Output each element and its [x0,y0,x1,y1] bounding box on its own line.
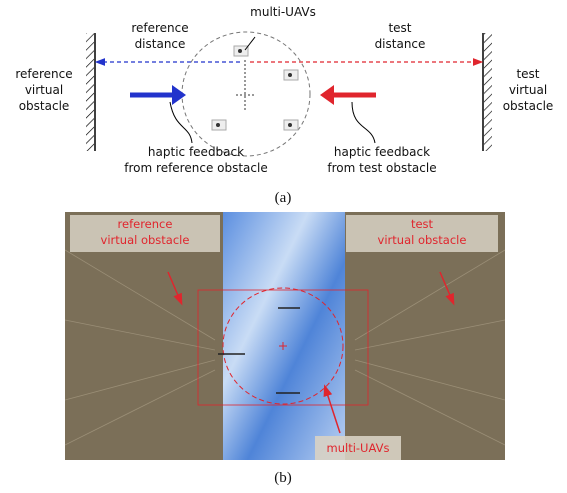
reference-force-head [172,85,186,105]
label: obstacle [503,99,554,113]
test-force-head [320,85,334,105]
label: reference [15,67,72,81]
label: multi-UAVs [250,5,316,19]
panel-b: reference virtual obstacle test virtual … [65,212,505,486]
label: multi-UAVs [327,441,390,455]
label: distance [375,37,426,51]
hatch-right [484,33,492,151]
caption: (a) [275,190,292,206]
label: test [411,217,434,231]
label: reference [118,217,173,231]
sky [223,212,345,460]
caption: (b) [274,470,292,486]
uavs [212,46,298,130]
label: reference [131,21,188,35]
leader-line [245,37,255,50]
leader-line [352,102,375,143]
label: from reference obstacle [124,161,267,175]
label: virtual [509,83,547,97]
label: haptic feedback [334,145,430,159]
label: from test obstacle [327,161,436,175]
label: obstacle [19,99,70,113]
hatch-left [86,33,94,151]
label: test [388,21,411,35]
label: test [516,67,539,81]
panel-a: multi-UAVs reference distance test dista… [15,5,553,206]
label: virtual obstacle [378,233,467,247]
figure: multi-UAVs reference distance test dista… [0,0,567,493]
label: virtual obstacle [101,233,190,247]
label: haptic feedback [148,145,244,159]
label: distance [135,37,186,51]
label: virtual [25,83,63,97]
